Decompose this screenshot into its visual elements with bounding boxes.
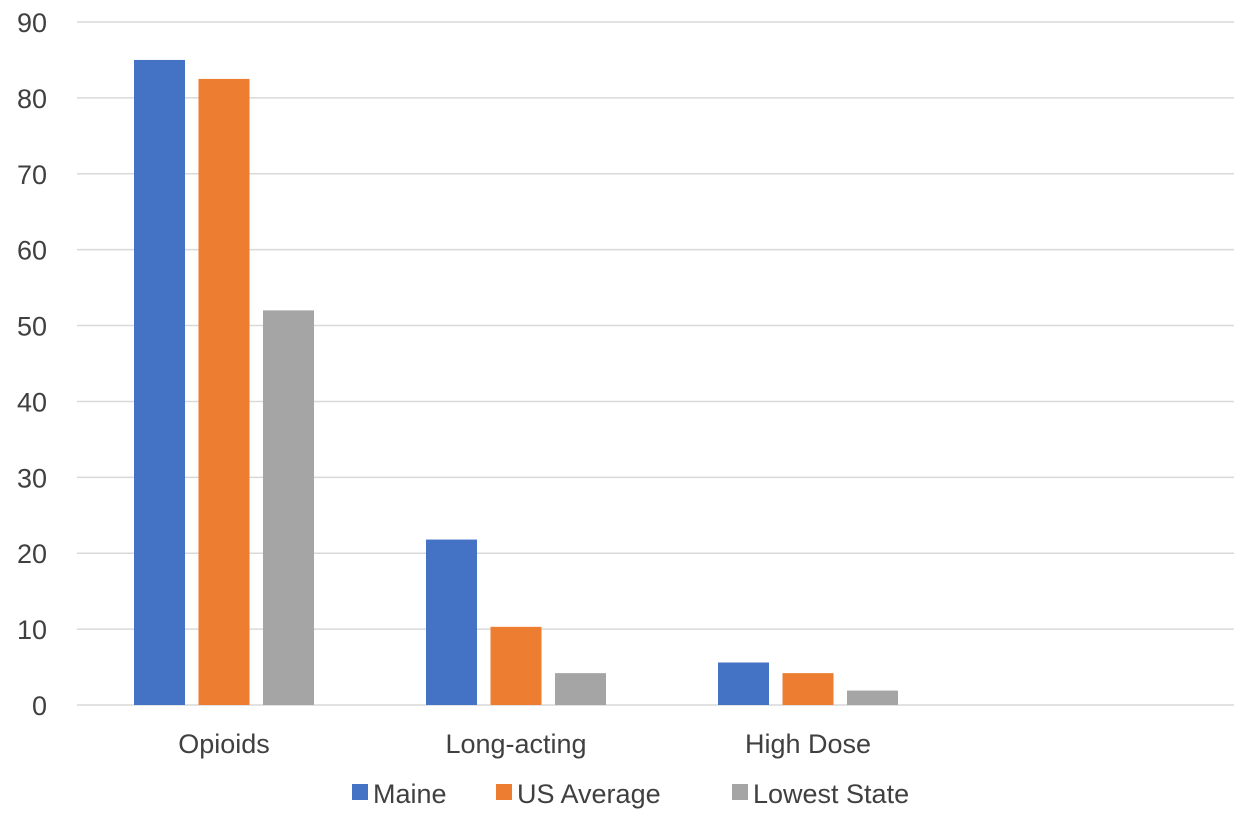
- y-tick-label: 80: [17, 84, 47, 114]
- x-category-label: Opioids: [178, 729, 270, 759]
- y-tick-label: 40: [17, 387, 47, 417]
- x-axis-category-labels: Opioids Long-acting High Dose: [178, 729, 871, 759]
- y-tick-label: 50: [17, 312, 47, 342]
- y-tick-label: 90: [17, 8, 47, 38]
- legend-label: US Average: [517, 779, 661, 809]
- legend-swatch: [496, 784, 512, 800]
- bar-us-average-high-dose: [782, 673, 834, 705]
- bar-maine-long-acting: [426, 539, 477, 705]
- bar-lowest-state-long-acting: [555, 673, 606, 705]
- y-tick-label: 70: [17, 160, 47, 190]
- legend-label: Lowest State: [753, 779, 909, 809]
- legend-swatch: [352, 784, 368, 800]
- y-tick-label: 30: [17, 463, 47, 493]
- legend-label: Maine: [373, 779, 447, 809]
- x-category-label: Long-acting: [445, 729, 586, 759]
- y-tick-label: 10: [17, 615, 47, 645]
- bar-maine-opioids: [134, 59, 185, 705]
- bar-maine-high-dose: [718, 662, 769, 705]
- bar-us-average-long-acting: [490, 626, 542, 705]
- bar-us-average-opioids: [198, 78, 250, 705]
- legend: Maine US Average Lowest State: [352, 779, 909, 809]
- bar-lowest-state-high-dose: [847, 690, 898, 705]
- y-tick-label: 60: [17, 236, 47, 266]
- y-axis-tick-labels: 0 10 20 30 40 50 60 70 80 90: [17, 8, 47, 721]
- y-tick-label: 20: [17, 539, 47, 569]
- gridlines: [77, 21, 1234, 706]
- bar-lowest-state-opioids: [263, 310, 314, 705]
- x-category-label: High Dose: [745, 729, 871, 759]
- y-tick-label: 0: [32, 691, 47, 721]
- legend-swatch: [732, 784, 748, 800]
- bars: [134, 59, 898, 705]
